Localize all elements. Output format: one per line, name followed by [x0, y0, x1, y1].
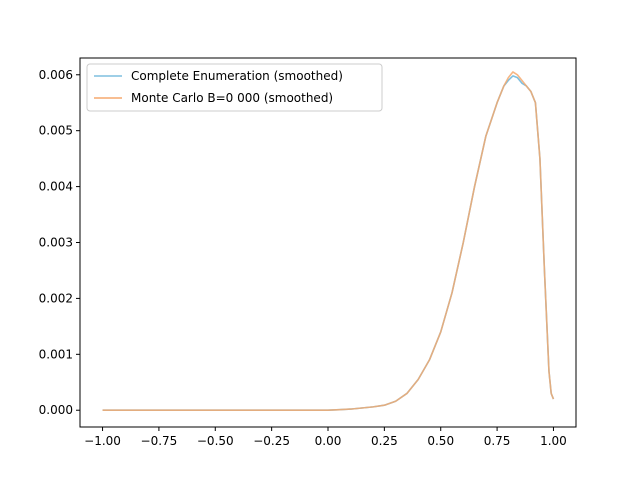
y-tick-label: 0.003: [39, 236, 73, 250]
y-tick-label: 0.002: [39, 291, 73, 305]
y-axis: 0.000 0.001 0.002 0.003 0.004 0.005 0.006: [39, 68, 80, 417]
y-tick-label: 0.006: [39, 68, 73, 82]
x-tick-label: 1.00: [540, 434, 567, 448]
y-tick-label: 0.005: [39, 124, 73, 138]
x-tick-label: 0.75: [484, 434, 511, 448]
x-tick-label: −0.25: [253, 434, 290, 448]
x-tick-label: 0.50: [427, 434, 454, 448]
legend-box: [86, 63, 383, 112]
x-tick-label: 0.00: [315, 434, 342, 448]
plot-lines: [102, 71, 555, 412]
x-tick-label: 0.25: [371, 434, 398, 448]
y-tick-label: 0.001: [39, 347, 73, 361]
y-tick-label: 0.004: [39, 180, 73, 194]
legend: Complete Enumeration (smoothed) Monte Car…: [86, 63, 383, 112]
y-tick-label: 0.000: [39, 403, 73, 417]
x-axis: −1.00 −0.75 −0.50 −0.25 0.00 0.25 0.50 0.75 1.00: [84, 427, 567, 448]
legend-label-0: Complete Enumeration (smoothed): [131, 69, 343, 83]
x-tick-label: −0.50: [197, 434, 234, 448]
x-tick-label: −1.00: [84, 434, 121, 448]
x-tick-label: −0.75: [141, 434, 178, 448]
legend-label-1: Monte Carlo B=0 000 (smoothed): [131, 91, 333, 105]
series-line-1: [102, 71, 555, 412]
